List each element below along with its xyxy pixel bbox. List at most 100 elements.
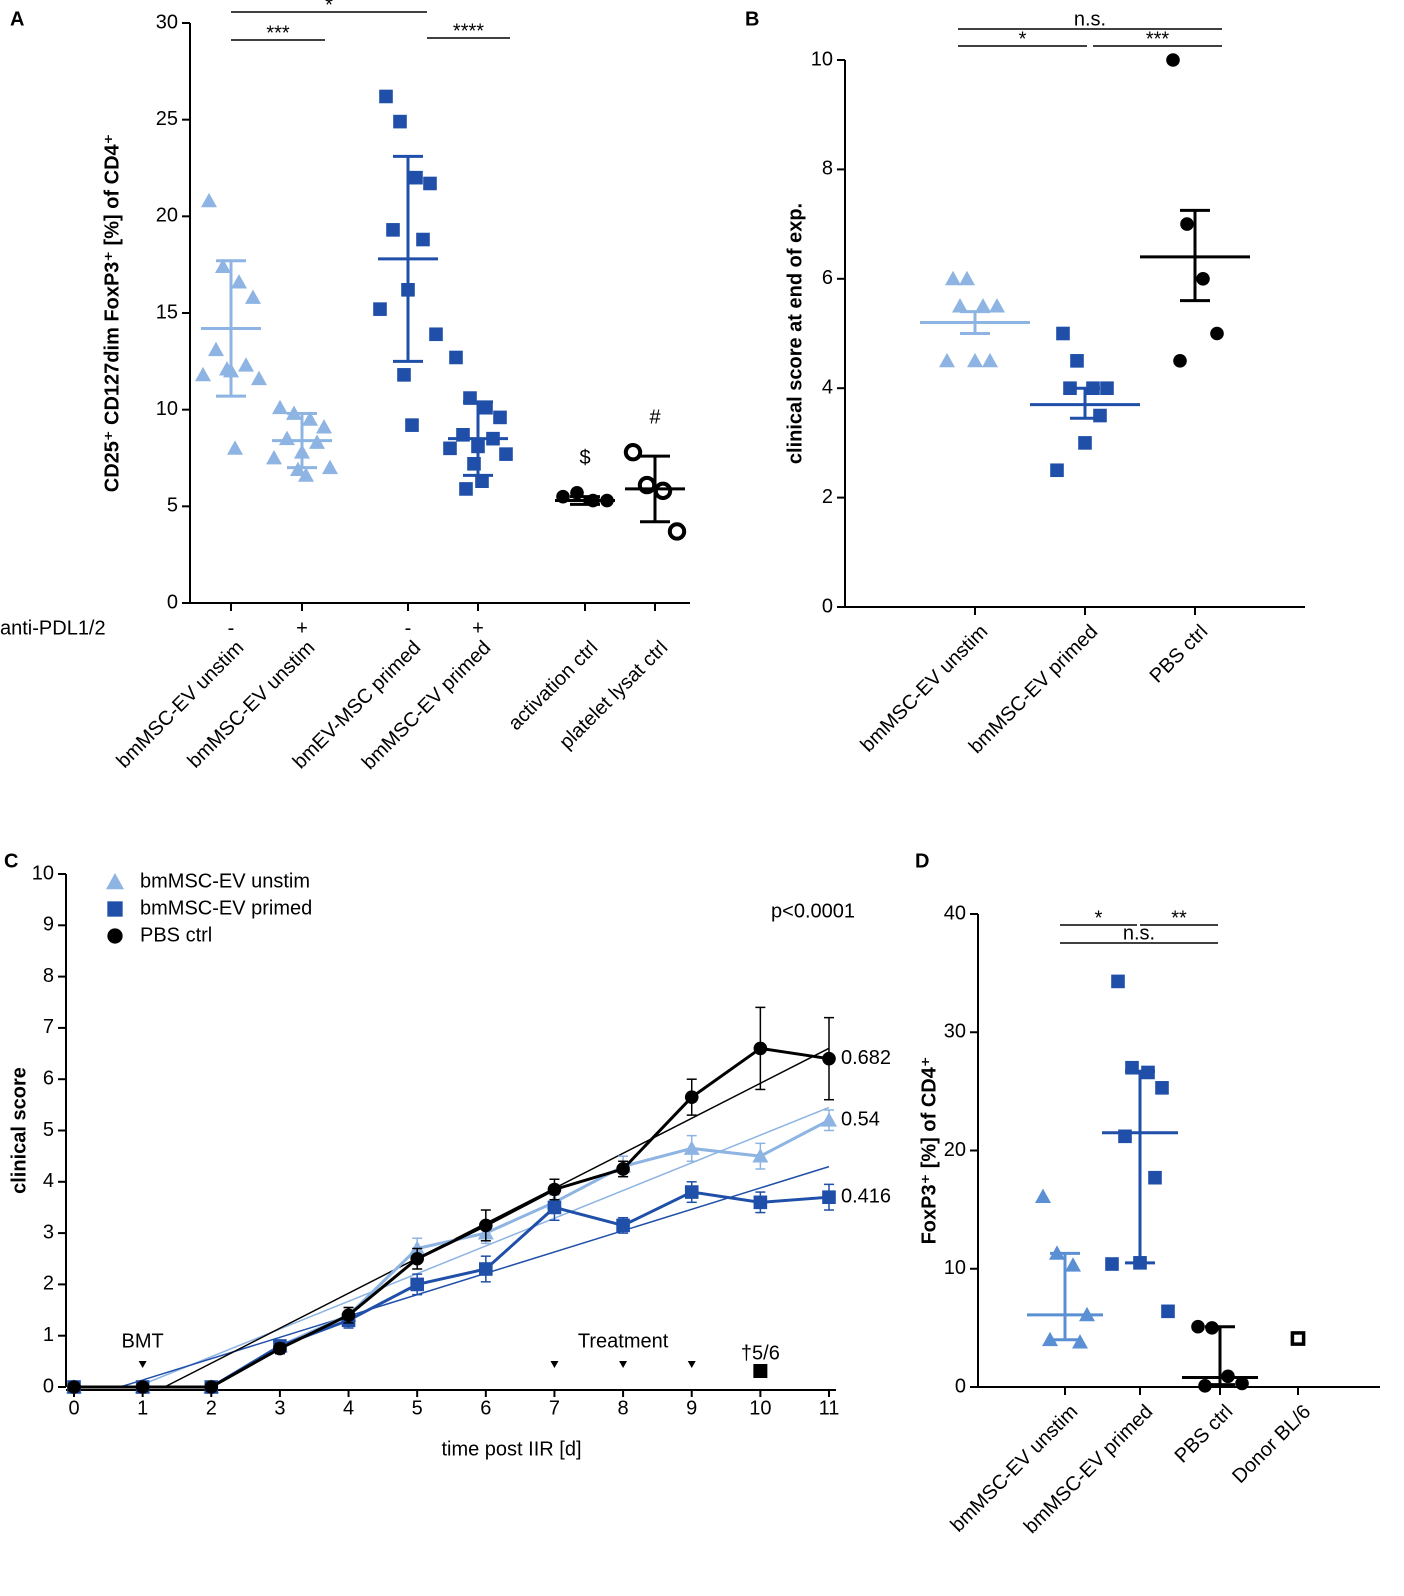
event-label: Treatment	[578, 1330, 669, 1352]
point	[939, 352, 955, 368]
point	[1235, 1376, 1249, 1391]
point	[667, 522, 687, 541]
y-tick-label: 30	[944, 1021, 966, 1043]
point	[341, 1308, 356, 1322]
point	[1072, 1334, 1088, 1349]
point	[967, 352, 983, 368]
point	[1155, 1081, 1169, 1095]
event-arrow	[550, 1361, 559, 1368]
point	[1180, 217, 1194, 231]
point	[379, 89, 393, 104]
y-tick-label: 10	[811, 48, 833, 70]
point	[1070, 354, 1084, 368]
y-tick-label: 4	[822, 376, 833, 398]
fit-label: 0.54	[841, 1109, 880, 1131]
point	[302, 411, 318, 426]
y-axis-label: CD25⁺ CD127dim FoxP3⁺ [%] of CD4⁺	[101, 134, 123, 492]
y-tick-label: 20	[944, 1139, 966, 1161]
y-tick-label: 0	[43, 1375, 54, 1397]
significance-label: **	[1171, 907, 1187, 929]
significance-label: *	[1019, 28, 1027, 50]
y-tick-label: 0	[955, 1375, 966, 1397]
legend-marker	[106, 873, 124, 890]
point	[201, 192, 217, 208]
point	[298, 467, 314, 482]
point	[475, 474, 489, 488]
death-marker	[753, 1364, 768, 1378]
event-label: †5/6	[741, 1342, 780, 1364]
point	[753, 1041, 768, 1056]
y-axis-label: clinical score	[8, 1067, 30, 1194]
point	[397, 368, 411, 382]
significance-label: *	[1095, 907, 1103, 929]
point	[616, 1218, 630, 1233]
point	[1111, 974, 1125, 989]
point	[684, 1185, 699, 1199]
x-tick-label: bmMSC-EV unstim	[946, 1401, 1082, 1537]
point	[493, 410, 507, 425]
x-tick-label: 8	[618, 1397, 629, 1419]
point	[822, 1051, 836, 1066]
legend-marker	[107, 901, 123, 917]
point	[616, 1162, 630, 1176]
point	[279, 430, 295, 446]
x-tick-label: 10	[749, 1397, 771, 1419]
event-label: BMT	[122, 1330, 164, 1352]
legend-label: PBS ctrl	[140, 924, 212, 946]
point	[208, 341, 224, 357]
y-tick-label: 10	[32, 862, 54, 884]
y-tick-label: 40	[944, 902, 966, 924]
group-annotation: $	[579, 447, 590, 469]
point	[429, 327, 443, 342]
point	[245, 289, 261, 304]
series-line	[74, 1118, 830, 1389]
significance-label: *	[325, 0, 333, 16]
point	[1290, 1331, 1306, 1346]
x-tick-label: 1	[137, 1397, 148, 1419]
point	[623, 443, 643, 462]
y-axis-label: FoxP3⁺ [%] of CD4⁺	[918, 1057, 940, 1245]
point	[204, 1380, 219, 1394]
point	[653, 481, 673, 501]
y-tick-label: 1	[43, 1324, 54, 1346]
y-tick-label: 0	[822, 595, 833, 617]
x-tick-label: 0	[68, 1397, 79, 1419]
y-tick-label: 20	[156, 205, 178, 227]
point	[1210, 326, 1224, 341]
fit-label: 0.682	[841, 1047, 891, 1069]
significance-label: n.s.	[1123, 922, 1155, 944]
point	[251, 370, 267, 386]
y-tick-label: 10	[944, 1257, 966, 1279]
point	[989, 298, 1005, 313]
y-tick-label: 9	[43, 914, 54, 936]
point	[273, 1341, 287, 1356]
point	[405, 418, 419, 432]
point	[1161, 1304, 1175, 1319]
y-tick-label: 15	[156, 301, 178, 323]
point	[1093, 408, 1107, 423]
point	[479, 400, 493, 415]
point	[1166, 53, 1180, 67]
point	[1196, 272, 1210, 286]
point	[753, 1195, 768, 1210]
series-line	[74, 1046, 830, 1389]
x-tick-label: PBS ctrl	[1146, 621, 1213, 688]
point	[975, 298, 991, 313]
point	[231, 274, 247, 289]
point	[373, 302, 387, 316]
significance-label: ***	[1146, 28, 1170, 50]
point	[266, 450, 282, 465]
point	[1078, 436, 1092, 450]
point	[1065, 1257, 1081, 1272]
point	[822, 1190, 836, 1204]
point	[982, 352, 998, 368]
x-tick-label: 9	[686, 1397, 697, 1419]
y-tick-label: 10	[156, 398, 178, 420]
point	[959, 270, 975, 286]
significance-label: ****	[453, 20, 484, 42]
point	[443, 441, 457, 456]
panel-letter: C	[4, 850, 18, 872]
legend-label: bmMSC-EV unstim	[140, 870, 310, 892]
y-tick-label: 0	[167, 591, 178, 613]
event-arrow	[687, 1361, 696, 1368]
